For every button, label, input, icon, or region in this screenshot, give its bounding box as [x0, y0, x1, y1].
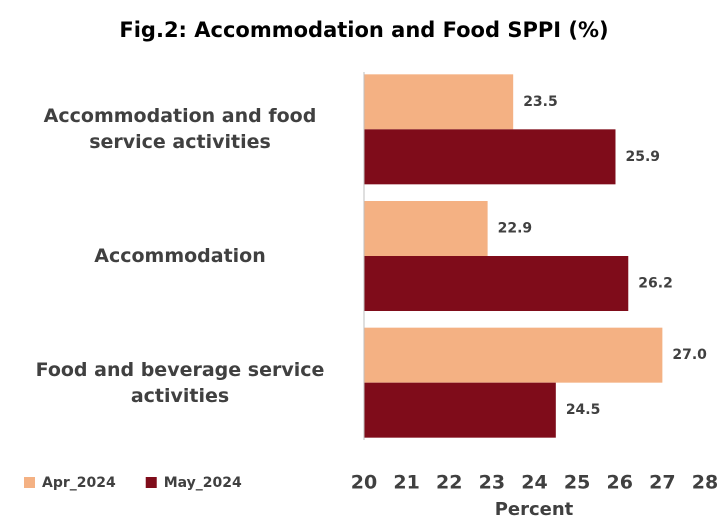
data-label: 27.0 — [672, 347, 707, 363]
legend-swatch — [24, 477, 35, 488]
legend-label: Apr_2024 — [42, 475, 116, 491]
bar — [364, 327, 663, 383]
x-tick-label: 24 — [521, 472, 547, 494]
x-tick-label: 26 — [607, 472, 633, 494]
chart-title: Fig.2: Accommodation and Food SPPI (%) — [119, 18, 608, 42]
x-axis-label: Percent — [495, 499, 574, 520]
y-tick-label: Food and beverage service activities — [35, 358, 325, 407]
x-tick-label: 23 — [479, 472, 505, 494]
x-tick-label: 27 — [649, 472, 675, 494]
x-tick-label: 28 — [692, 472, 718, 494]
data-label: 23.5 — [523, 94, 558, 110]
y-tick-label: Accommodation and food service activitie… — [43, 105, 317, 154]
x-tick-label: 20 — [351, 472, 377, 494]
bar — [364, 129, 616, 185]
x-tick-label: 25 — [564, 472, 590, 494]
bar — [364, 74, 514, 130]
data-label: 25.9 — [625, 149, 660, 165]
y-tick-label: Accommodation — [94, 245, 266, 267]
bar — [364, 382, 556, 438]
legend-swatch — [145, 477, 157, 488]
x-tick-label: 21 — [393, 472, 419, 494]
bar — [364, 256, 629, 311]
bar — [364, 201, 488, 256]
x-tick-label: 22 — [436, 472, 462, 494]
legend-label: May_2024 — [164, 475, 242, 491]
data-label: 22.9 — [498, 221, 533, 237]
data-label: 26.2 — [638, 276, 673, 292]
data-label: 24.5 — [566, 402, 601, 418]
